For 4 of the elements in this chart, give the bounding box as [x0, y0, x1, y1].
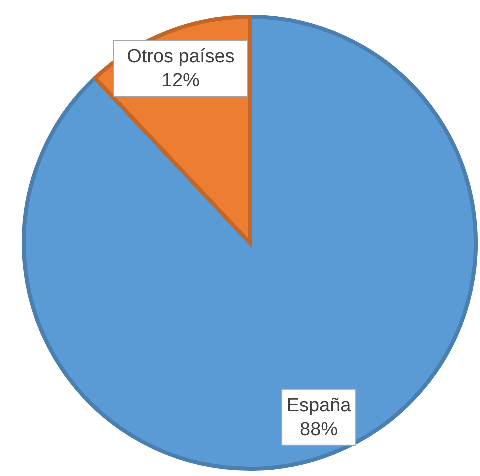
slice-label: España — [286, 395, 352, 416]
slice-label: Otros países — [127, 46, 235, 68]
data-label: 88% — [300, 419, 338, 440]
data-label: 12% — [162, 70, 200, 92]
